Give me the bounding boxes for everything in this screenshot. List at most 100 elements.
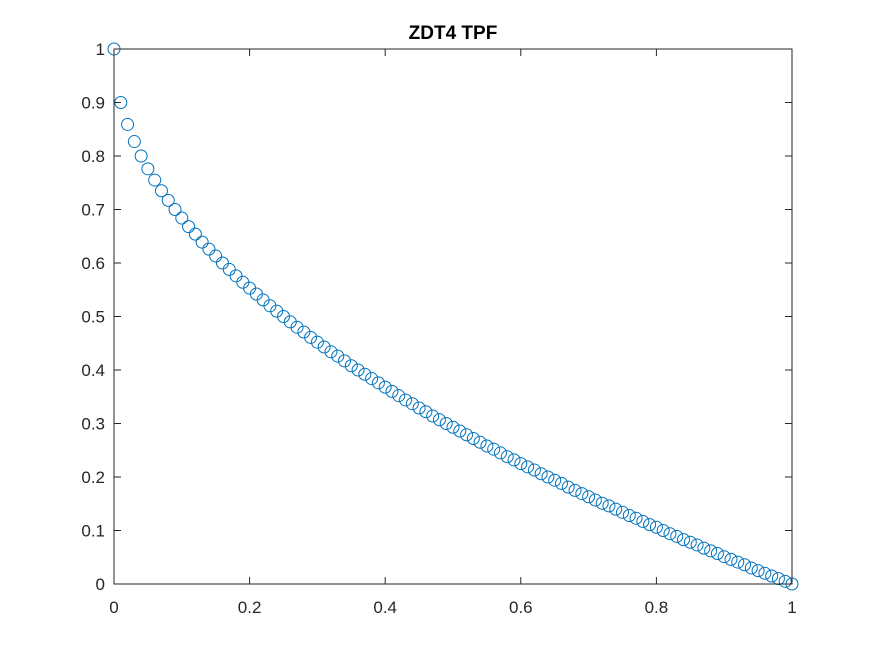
data-point: [636, 514, 650, 528]
data-point: [493, 446, 507, 460]
data-point: [324, 345, 338, 359]
data-point: [710, 547, 724, 561]
data-point: [507, 453, 521, 467]
data-point: [283, 315, 297, 329]
data-point: [209, 249, 223, 263]
data-point: [419, 405, 433, 419]
data-point: [154, 184, 168, 198]
data-point: [134, 149, 148, 163]
data-point: [622, 509, 636, 523]
data-point: [616, 505, 629, 519]
data-point: [527, 463, 541, 477]
data-point: [514, 457, 528, 471]
data-point: [663, 527, 677, 541]
y-tick-label: 0.6: [81, 254, 105, 273]
data-point: [141, 162, 155, 176]
data-point: [568, 483, 582, 497]
data-point: [460, 428, 474, 442]
data-point: [182, 220, 196, 234]
data-point: [175, 211, 189, 225]
data-point: [731, 555, 745, 569]
data-point: [487, 442, 501, 456]
data-point: [670, 529, 684, 543]
data-point: [541, 470, 555, 484]
data-point: [378, 380, 392, 394]
data-point: [304, 330, 318, 344]
data-point: [534, 467, 548, 481]
data-point: [717, 550, 731, 564]
data-point: [277, 310, 290, 323]
data-point: [738, 558, 752, 572]
data-point: [365, 372, 379, 386]
y-tick-label: 0.8: [81, 147, 105, 166]
data-point: [263, 299, 277, 313]
data-point: [385, 384, 399, 398]
data-point: [656, 524, 670, 537]
data-point: [690, 538, 704, 552]
y-tick-label: 0.1: [81, 522, 105, 541]
data-point: [331, 349, 345, 363]
data-point: [412, 401, 426, 415]
data-point: [466, 431, 480, 445]
x-tick-label: 0: [109, 598, 118, 617]
y-tick-label: 0.5: [81, 308, 105, 327]
data-point: [629, 511, 643, 525]
data-point: [161, 193, 175, 207]
data-point: [473, 435, 487, 449]
data-point: [358, 367, 372, 381]
data-point: [351, 363, 365, 377]
x-tick-label: 0.8: [645, 598, 669, 617]
y-tick-labels: 0 0.1 0.2 0.3 0.4 0.5 0.6 0.7 0.8 0.9 1: [81, 40, 105, 594]
data-point: [405, 397, 419, 411]
y-tick-label: 0.9: [81, 94, 105, 113]
plot-area: [114, 49, 792, 584]
data-point: [588, 493, 602, 507]
data-point: [195, 235, 209, 249]
data-point: [677, 533, 691, 547]
x-tick-label: 1: [787, 598, 796, 617]
data-point: [270, 304, 284, 318]
data-point: [521, 460, 535, 474]
data-point: [338, 354, 352, 368]
data-point: [310, 335, 324, 349]
x-tick-label: 0.4: [373, 598, 397, 617]
data-point: [744, 561, 758, 575]
chart-title: ZDT4 TPF: [409, 23, 498, 44]
data-point: [554, 476, 568, 490]
data-point: [426, 409, 440, 423]
data-point: [317, 340, 331, 354]
data-point: [609, 502, 623, 516]
x-tick-labels: 0 0.2 0.4 0.6 0.8 1: [109, 598, 796, 617]
data-point: [751, 564, 765, 578]
data-point: [127, 135, 141, 149]
data-point: [602, 499, 616, 513]
axes-box: [113, 48, 793, 585]
data-point: [500, 450, 514, 464]
data-point: [371, 376, 385, 390]
data-point: [399, 393, 413, 407]
data-point: [683, 535, 697, 549]
data-point: [724, 552, 738, 566]
data-point: [446, 420, 460, 434]
x-tick-label: 0.6: [509, 598, 533, 617]
data-point: [649, 520, 663, 534]
data-point: [290, 320, 304, 334]
y-tick-label: 0.4: [81, 361, 105, 380]
data-point: [582, 490, 596, 504]
data-point: [480, 439, 494, 453]
y-tick-label: 0.2: [81, 468, 105, 487]
data-point: [765, 569, 779, 583]
data-point: [778, 574, 792, 588]
data-point: [453, 424, 467, 438]
data-point: [561, 480, 575, 494]
x-tick-label: 0.2: [238, 598, 262, 617]
data-point: [168, 203, 182, 216]
data-point: [297, 325, 311, 339]
y-tick-label: 1: [96, 40, 105, 59]
data-point: [344, 359, 358, 373]
data-point: [575, 487, 589, 501]
y-tick-label: 0.3: [81, 415, 105, 434]
data-point: [643, 518, 657, 532]
